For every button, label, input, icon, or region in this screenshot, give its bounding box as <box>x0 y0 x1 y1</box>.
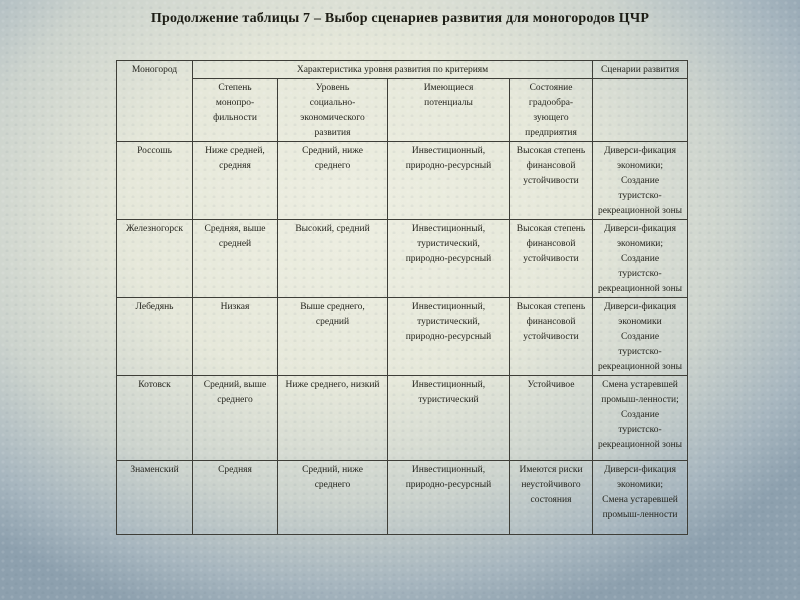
table-cell: Инвестиционный, туристический, природно-… <box>387 219 510 298</box>
table-cell: Устойчивое <box>508 375 594 461</box>
table-row: Россошь Ниже средней, средняя Средний, н… <box>116 141 689 220</box>
table-cell: Инвестиционный, природно-ресурсный <box>387 460 510 535</box>
table-cell: Инвестиционный, туристический, природно-… <box>387 297 510 376</box>
table-cell: Диверси-фикация экономики; Создание тури… <box>592 141 689 220</box>
table-cell: Диверси-фикация экономики; Смена устарев… <box>592 460 689 535</box>
table-cell: Высокая степень финансовой устойчивости <box>508 297 594 376</box>
slide-title: Продолжение таблицы 7 – Выбор сценариев … <box>150 11 650 26</box>
table-cell: Инвестиционный, туристический <box>387 375 510 461</box>
table-cell: Ниже среднего, низкий <box>277 375 388 461</box>
monotown-name-cell: Железногорск <box>116 219 193 298</box>
monotown-name-cell: Лебедянь <box>116 297 193 376</box>
table-cell: Выше среднего, средний <box>277 297 388 376</box>
table-cell: Средний, выше среднего <box>192 375 278 461</box>
table-cell: Диверси-фикация экономики Создание турис… <box>592 297 689 376</box>
table-cell: Средний, ниже среднего <box>277 460 388 535</box>
table-cell: Средняя, выше средней <box>192 219 278 298</box>
header-sub-socioeconomic: Уровень социально- экономического развит… <box>277 78 388 142</box>
monotown-name-cell: Котовск <box>116 375 193 461</box>
header-sub-enterprise-state: Состояние градообра- зующего предприятия <box>508 78 594 142</box>
table-cell: Ниже средней, средняя <box>192 141 278 220</box>
table-row: Котовск Средний, выше среднего Ниже сред… <box>116 375 689 461</box>
monotown-name-cell: Знаменский <box>116 460 193 535</box>
table-row: Знаменский Средняя Средний, ниже среднег… <box>116 460 689 535</box>
header-sub-monoprofile: Степень монопро-фильности <box>192 78 278 142</box>
header-scenarios: Сценарии развития <box>592 60 689 79</box>
table-cell: Диверси-фикация экономики; Создание тури… <box>592 219 689 298</box>
header-sub-potentials: Имеющиеся потенциалы <box>387 78 510 142</box>
table-cell: Высокая степень финансовой устойчивости <box>508 141 594 220</box>
table-cell: Инвестиционный, природно-ресурсный <box>387 141 510 220</box>
table-cell: Смена устаревшей промыш-ленности; Создан… <box>592 375 689 461</box>
table-cell: Имеются риски неустойчивого состояния <box>508 460 594 535</box>
table-cell: Средний, ниже среднего <box>277 141 388 220</box>
header-row-1: Моногород Характеристика уровня развития… <box>116 60 689 142</box>
table-cell: Высокая степень финансовой устойчивости <box>508 219 594 298</box>
table-cell: Низкая <box>192 297 278 376</box>
header-criteria-group: Характеристика уровня развития по критер… <box>191 60 594 79</box>
table-row: Лебедянь Низкая Выше среднего, средний И… <box>116 297 689 376</box>
header-scenarios-empty-subcell <box>592 78 689 142</box>
table-row: Железногорск Средняя, выше средней Высок… <box>116 219 689 298</box>
table-cell: Средняя <box>192 460 278 535</box>
table-cell: Высокий, средний <box>277 219 388 298</box>
monotown-name-cell: Россошь <box>116 141 193 220</box>
header-row-2: Степень монопро-фильности Уровень социал… <box>117 78 689 142</box>
scenarios-table: Моногород Характеристика уровня развития… <box>116 60 689 535</box>
header-monotown: Моногород <box>116 60 193 142</box>
